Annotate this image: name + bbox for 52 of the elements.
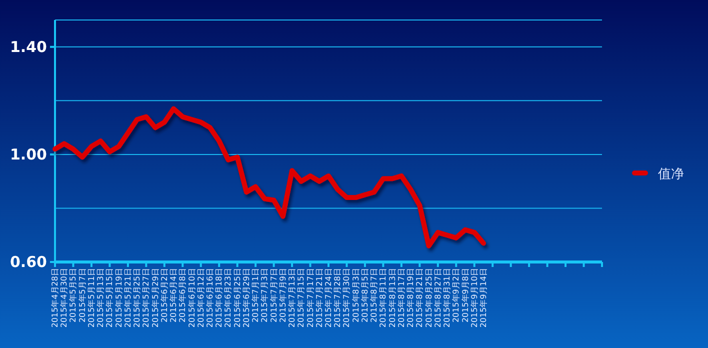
x-tick-label: 2015年7月21日 bbox=[314, 268, 324, 328]
x-tick-label: 2015年6月25日 bbox=[232, 268, 242, 328]
x-tick-label: 2015年8月17日 bbox=[396, 268, 406, 328]
x-tick-label: 2015年7月7日 bbox=[269, 268, 278, 323]
x-tick-label: 2015年7月15日 bbox=[296, 268, 306, 328]
x-tick-label: 2015年8月5日 bbox=[360, 268, 370, 323]
x-tick-label: 2015年4月28日 bbox=[50, 268, 60, 328]
x-tick-label: 2015年5月25日 bbox=[132, 268, 142, 328]
x-tick-label: 2015年5月27日 bbox=[142, 268, 151, 328]
x-tick-label: 2015年5月21日 bbox=[123, 268, 132, 328]
x-tick-label: 2015年6月2日 bbox=[160, 268, 169, 323]
x-tick-label: 2015年8月25日 bbox=[424, 268, 434, 328]
x-tick-label: 2015年8月3日 bbox=[351, 268, 360, 323]
x-tick-label: 2015年8月13日 bbox=[388, 268, 397, 328]
x-tick-label: 2015年5月13日 bbox=[96, 268, 106, 328]
x-tick-label: 2015年4月30日 bbox=[60, 268, 69, 328]
y-tick-label: 1.40 bbox=[10, 38, 47, 56]
y-tick-label: 1.00 bbox=[10, 145, 47, 164]
x-tick-label: 2015年5月5日 bbox=[68, 268, 78, 323]
x-tick-label: 2015年5月19日 bbox=[114, 268, 124, 328]
x-tick-label: 2015年7月17日 bbox=[306, 268, 315, 328]
x-tick-label: 2015年9月10日 bbox=[470, 268, 479, 328]
x-tick-label: 2015年7月30日 bbox=[342, 268, 352, 328]
x-tick-label: 2015年7月28日 bbox=[333, 268, 342, 328]
x-tick-label: 2015年8月11日 bbox=[378, 268, 388, 328]
x-tick-label: 2015年5月15日 bbox=[105, 268, 114, 328]
x-tick-label: 2015年9月8日 bbox=[460, 268, 470, 323]
x-tick-label: 2015年6月4日 bbox=[169, 268, 178, 323]
x-tick-label: 2015年7月3日 bbox=[260, 268, 270, 323]
legend-label: 值净 bbox=[658, 167, 684, 182]
x-tick-label: 2015年7月1日 bbox=[251, 268, 260, 323]
y-tick-label: 0.60 bbox=[10, 253, 47, 271]
x-tick-label: 2015年6月8日 bbox=[178, 268, 188, 323]
x-tick-label: 2015年8月21日 bbox=[415, 268, 424, 328]
x-tick-label: 2015年6月12日 bbox=[196, 268, 206, 328]
x-tick-label: 2015年8月31日 bbox=[442, 268, 452, 328]
x-tick-label: 2015年5月11日 bbox=[86, 268, 96, 328]
x-tick-label: 2015年6月16日 bbox=[205, 268, 214, 328]
x-tick-label: 2015年9月2日 bbox=[452, 268, 461, 323]
x-tick-label: 2015年8月19日 bbox=[406, 268, 416, 328]
x-tick-label: 2015年8月27日 bbox=[433, 268, 442, 328]
x-tick-label: 2015年5月29日 bbox=[150, 268, 160, 328]
x-tick-label: 2015年7月9日 bbox=[278, 268, 288, 323]
x-tick-label: 2015年7月24日 bbox=[324, 268, 333, 328]
x-tick-label: 2015年6月18日 bbox=[214, 268, 224, 328]
x-tick-label: 2015年6月29日 bbox=[242, 268, 251, 328]
x-tick-label: 2015年6月10日 bbox=[187, 268, 196, 328]
x-tick-label: 2015年5月7日 bbox=[78, 268, 87, 323]
x-tick-label: 2015年6月23日 bbox=[224, 268, 233, 328]
x-tick-label: 2015年9月14日 bbox=[478, 268, 488, 328]
x-tick-label: 2015年7月13日 bbox=[288, 268, 297, 328]
x-tick-label: 2015年8月7日 bbox=[370, 268, 379, 323]
